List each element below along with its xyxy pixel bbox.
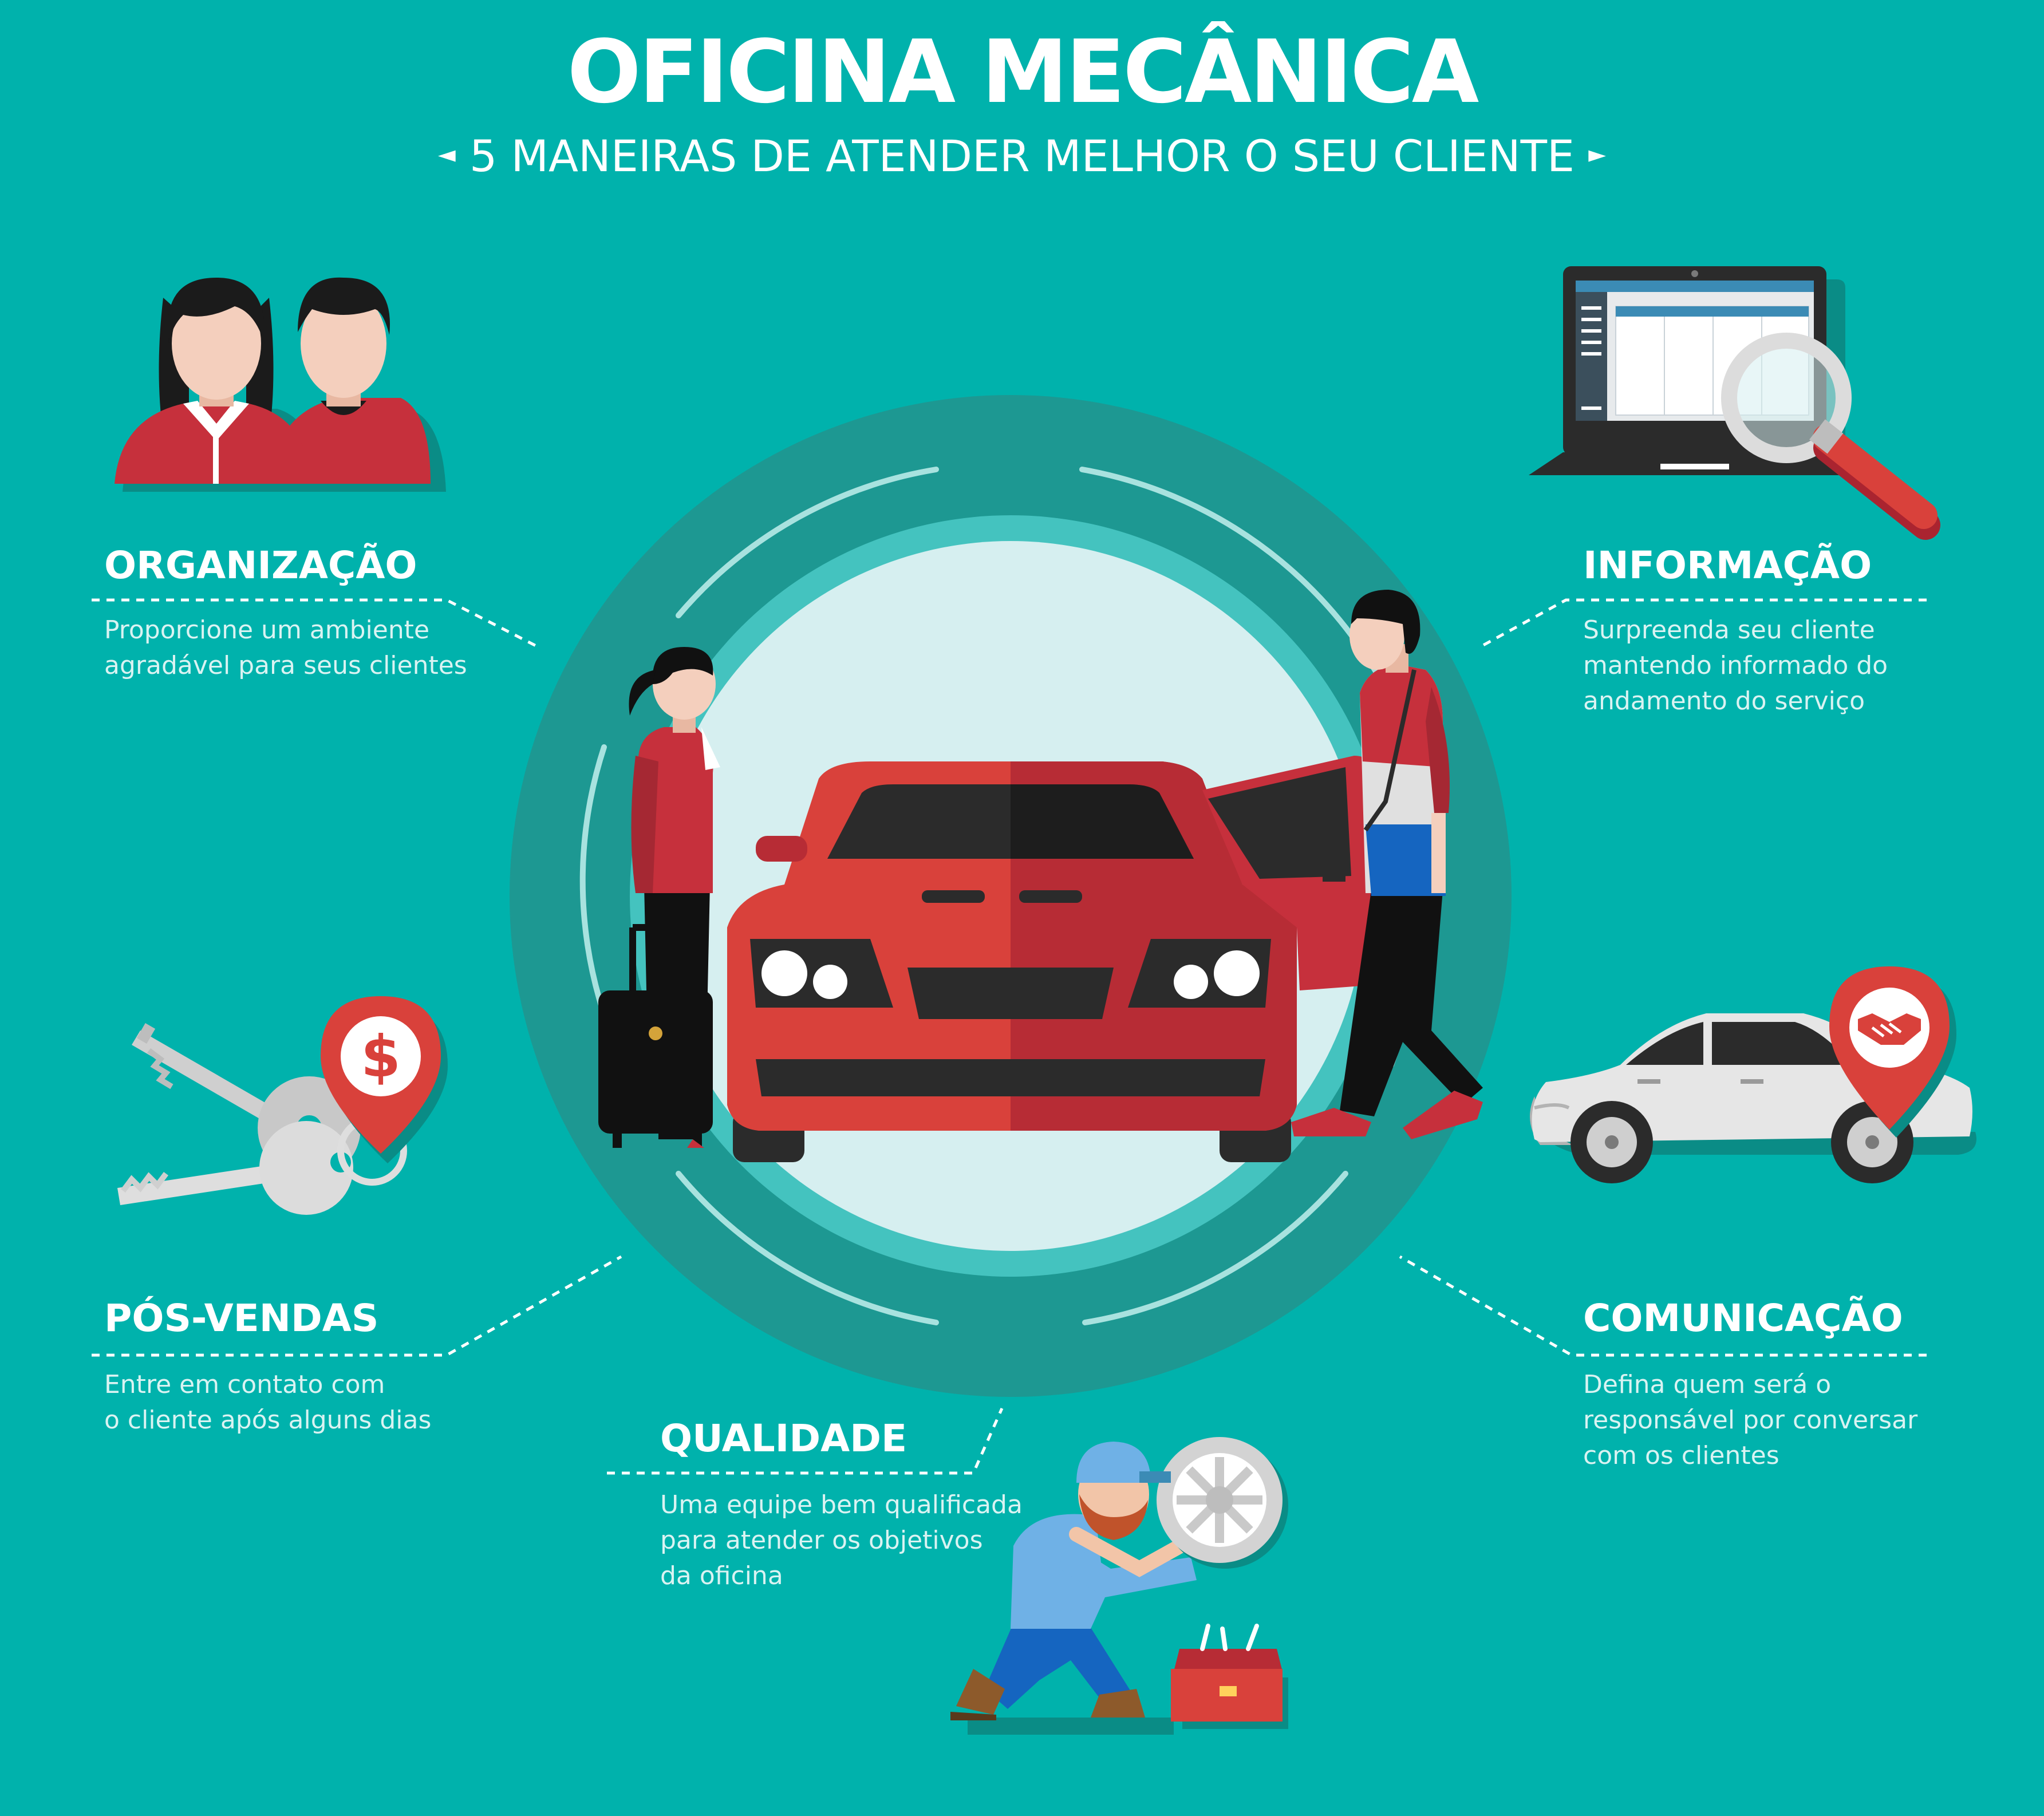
people-icon [115,277,446,492]
heading-informacao: INFORMAÇÃO [1583,543,1872,587]
desc-line: o cliente após alguns dias [104,1406,432,1435]
desc-line: para atender os objetivos [660,1526,983,1555]
desc-line: com os clientes [1583,1441,1779,1470]
heading-qualidade: QUALIDADE [660,1416,907,1460]
keys-icon: $ [117,996,448,1215]
desc-line: da oficina [660,1561,783,1590]
desc-line: Entre em contato com [104,1370,385,1399]
man-figure [1291,590,1483,1139]
desc-line: Proporcione um ambiente [104,615,430,645]
desc-line: Surpreenda seu cliente [1583,615,1875,645]
desc-qualidade: Uma equipe bem qualificada para atender … [660,1487,1023,1594]
dollar-icon: $ [361,1023,401,1090]
desc-line: responsável por conversar [1583,1406,1918,1435]
desc-line: mantendo informado do [1583,651,1888,680]
woman-figure [598,647,720,1148]
desc-line: andamento do serviço [1583,686,1865,716]
laptop-icon [1529,266,1940,540]
page-title: OFICINA MECÂNICA [567,21,1479,123]
arrow-right-icon: ► [1588,141,1606,168]
heading-pos-vendas: PÓS-VENDAS [104,1296,379,1340]
arrow-left-icon: ◄ [438,141,456,168]
connector-lines [92,598,1927,1475]
subtitle-row: ◄ 5 MANEIRAS DE ATENDER MELHOR O SEU CLI… [0,135,2044,178]
white-car-icon [1530,966,1976,1183]
desc-line: Uma equipe bem qualificada [660,1490,1023,1519]
toolbox-icon [1171,1624,1288,1729]
handshake-icon [1858,1013,1921,1045]
desc-organizacao: Proporcione um ambiente agradável para s… [104,613,467,684]
desc-comunicacao: Defina quem será o responsável por conve… [1583,1367,1917,1474]
car-wheel [1571,1101,1653,1183]
red-car [727,756,1377,1162]
desc-pos-vendas: Entre em contato com o cliente após algu… [104,1367,431,1438]
mechanic-icon [950,1437,1288,1735]
heading-organizacao: ORGANIZAÇÃO [104,543,417,587]
red-car-scene [598,590,1483,1162]
desc-line: agradável para seus clientes [104,651,467,680]
desc-informacao: Surpreenda seu cliente mantendo informad… [1583,613,1888,719]
heading-comunicacao: COMUNICAÇÃO [1583,1296,1903,1340]
desc-line: Defina quem será o [1583,1370,1832,1399]
page-subtitle: 5 MANEIRAS DE ATENDER MELHOR O SEU CLIEN… [469,131,1575,181]
